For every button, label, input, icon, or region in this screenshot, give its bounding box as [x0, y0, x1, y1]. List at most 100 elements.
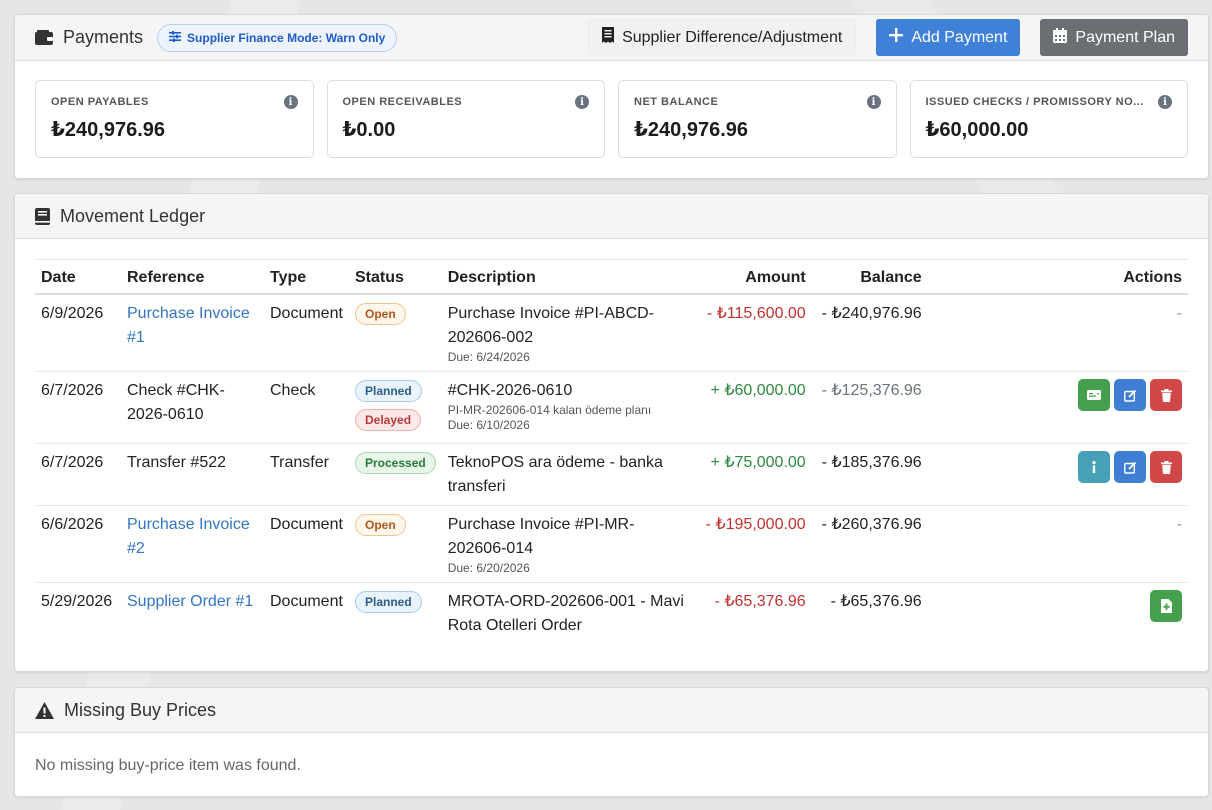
no-actions: - — [1176, 305, 1182, 322]
cell-date: 6/6/2026 — [35, 505, 121, 583]
edit-icon — [1123, 389, 1136, 402]
cell-reference: Check #CHK-2026-0610 — [121, 371, 264, 444]
supplier-difference-button[interactable]: Supplier Difference/Adjustment — [588, 19, 857, 56]
finance-mode-label: Supplier Finance Mode: Warn Only — [187, 30, 386, 45]
warning-icon — [35, 701, 54, 719]
movement-ledger-card: Movement Ledger Date Reference Type Stat… — [14, 193, 1209, 672]
col-status[interactable]: Status — [349, 259, 442, 295]
col-balance[interactable]: Balance — [811, 259, 928, 295]
invoice-button[interactable] — [1150, 590, 1182, 622]
no-actions: - — [1176, 516, 1182, 533]
pay-button[interactable] — [1078, 379, 1110, 411]
stat-label: NET BALANCE — [634, 96, 719, 108]
status-badge: Processed — [355, 452, 436, 474]
cell-date: 6/9/2026 — [35, 294, 121, 372]
status-badge: Open — [355, 514, 406, 536]
table-row: 6/7/2026 Check #CHK-2026-0610 Check Plan… — [35, 371, 1188, 444]
delete-button[interactable] — [1150, 379, 1182, 411]
due-date: Due: 6/10/2026 — [447, 418, 530, 432]
stat-open-receivables: OPEN RECEIVABLES ₺0.00 i — [326, 80, 605, 158]
cell-amount: - ₺195,000.00 — [695, 505, 812, 583]
cell-description: TeknoPOS ara ödeme - banka transferi — [447, 454, 663, 495]
summary-stats: OPEN PAYABLES ₺240,976.96 i OPEN RECEIVA… — [15, 61, 1208, 158]
col-actions: Actions — [927, 259, 1188, 295]
ledger-header: Movement Ledger — [15, 194, 1208, 239]
delete-button[interactable] — [1150, 451, 1182, 483]
plus-icon — [889, 28, 904, 47]
payment-plan-button[interactable]: Payment Plan — [1040, 19, 1188, 56]
status-badge: Planned — [355, 591, 422, 613]
payments-card: Payments Supplier Finance Mode: Warn Onl… — [14, 14, 1209, 179]
info-icon[interactable]: i — [283, 95, 298, 109]
payment-plan-label: Payment Plan — [1075, 28, 1175, 46]
stat-open-payables: OPEN PAYABLES ₺240,976.96 i — [35, 80, 314, 158]
edit-icon — [1123, 461, 1136, 474]
reference-link[interactable]: Purchase Invoice #2 — [127, 516, 250, 557]
stat-value: ₺240,976.96 — [634, 119, 749, 141]
cell-date: 5/29/2026 — [41, 593, 113, 610]
cell-description: Purchase Invoice #PI-MR-202606-014 — [447, 516, 635, 557]
cell-type: Document — [270, 593, 343, 610]
finance-mode-pill[interactable]: Supplier Finance Mode: Warn Only — [157, 23, 398, 52]
cell-description: Purchase Invoice #PI-ABCD-202606-002 — [447, 305, 655, 346]
add-payment-label: Add Payment — [911, 28, 1008, 46]
info-icon[interactable]: i — [575, 95, 589, 109]
due-date: Due: 6/20/2026 — [447, 561, 530, 575]
col-reference[interactable]: Reference — [121, 259, 264, 295]
info-icon[interactable]: i — [1158, 95, 1172, 109]
add-payment-button[interactable]: Add Payment — [876, 19, 1021, 56]
missing-buy-prices-card: Missing Buy Prices No missing buy-price … — [14, 687, 1209, 797]
stat-label: ISSUED CHECKS / PROMISSORY NO... — [925, 96, 1144, 108]
edit-button[interactable] — [1114, 451, 1146, 483]
ledger-table: Date Reference Type Status Description A… — [35, 259, 1188, 644]
stat-issued-checks: ISSUED CHECKS / PROMISSORY NO... ₺60,000… — [909, 80, 1188, 158]
file-icon — [1160, 599, 1172, 613]
cell-date: 6/7/2026 — [35, 443, 121, 506]
table-row: 5/29/2026 Supplier Order #1 Document Pla… — [35, 583, 1188, 645]
book-icon — [35, 207, 50, 225]
col-type[interactable]: Type — [264, 259, 349, 295]
description-note: PI-MR-202606-014 kalan ödeme planı — [447, 403, 652, 417]
col-description[interactable]: Description — [441, 259, 696, 295]
trash-icon — [1160, 460, 1172, 474]
edit-button[interactable] — [1114, 379, 1146, 411]
wallet-icon — [35, 29, 53, 46]
stat-value: ₺60,000.00 — [925, 119, 1029, 141]
cell-type: Document — [264, 294, 349, 372]
info-button[interactable] — [1078, 451, 1110, 483]
status-badge: Planned — [355, 380, 422, 402]
sliders-icon — [169, 30, 182, 45]
cell-date: 6/7/2026 — [35, 371, 121, 444]
cell-amount: - ₺115,600.00 — [695, 294, 812, 372]
status-badge-delayed: Delayed — [355, 409, 422, 431]
cell-balance: - ₺240,976.96 — [811, 294, 928, 372]
reference-link[interactable]: Purchase Invoice #1 — [127, 305, 250, 346]
info-icon[interactable]: i — [866, 95, 881, 109]
stat-label: OPEN PAYABLES — [51, 96, 149, 108]
reference-link[interactable]: Supplier Order #1 — [127, 593, 254, 610]
stat-label: OPEN RECEIVABLES — [342, 96, 463, 108]
missing-title: Missing Buy Prices — [64, 699, 217, 720]
table-row: 6/7/2026 Transfer #522 Transfer Processe… — [35, 443, 1188, 506]
receipt-icon — [602, 27, 615, 48]
status-badge: Open — [355, 303, 406, 325]
calendar-icon — [1053, 27, 1068, 48]
stat-value: ₺240,976.96 — [51, 119, 166, 141]
trash-icon — [1160, 388, 1172, 402]
cell-type: Document — [264, 505, 349, 583]
supplier-difference-label: Supplier Difference/Adjustment — [622, 28, 843, 46]
col-date[interactable]: Date — [35, 259, 121, 295]
info-icon — [1092, 461, 1096, 473]
payments-header: Payments Supplier Finance Mode: Warn Onl… — [15, 15, 1208, 61]
payments-title: Payments — [63, 27, 144, 47]
col-amount[interactable]: Amount — [695, 259, 812, 295]
cell-description: #CHK-2026-0610 — [447, 382, 573, 399]
missing-header: Missing Buy Prices — [15, 688, 1208, 733]
empty-state-text: No missing buy-price item was found. — [35, 757, 301, 774]
cell-amount: - ₺65,376.96 — [714, 593, 806, 610]
table-row: 6/6/2026 Purchase Invoice #2 Document Op… — [35, 505, 1188, 583]
cell-balance: - ₺185,376.96 — [811, 443, 928, 506]
cell-reference: Transfer #522 — [121, 443, 264, 506]
cell-type: Check — [264, 371, 349, 444]
table-row: 6/9/2026 Purchase Invoice #1 Document Op… — [35, 294, 1188, 372]
